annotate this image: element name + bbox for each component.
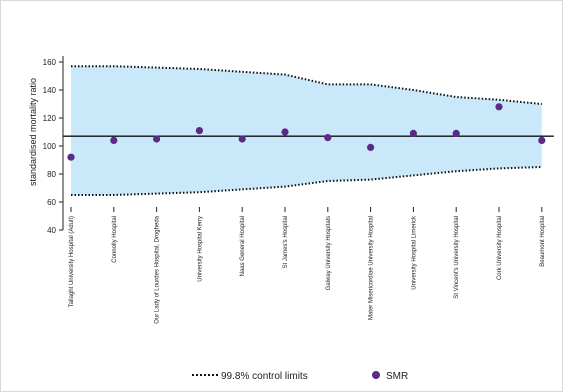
smr-point — [110, 136, 118, 144]
y-tick-label: 40 — [47, 226, 56, 235]
category-label: Cork University Hospital — [497, 216, 503, 280]
smr-point — [281, 128, 289, 136]
y-tick-label: 100 — [43, 142, 57, 151]
category-label: Tallaght University Hospital (Adult) — [69, 216, 75, 307]
smr-point — [538, 136, 546, 144]
legend-limits-label: 99.8% control limits — [221, 371, 308, 382]
y-tick-label: 140 — [43, 86, 57, 95]
smr-point — [67, 153, 75, 161]
category-label: Naas General Hospital — [240, 216, 246, 276]
legend-smr-swatch — [372, 371, 380, 379]
control-band — [71, 66, 542, 195]
legend-smr-label: SMR — [386, 371, 408, 382]
upper-control-limit — [71, 65, 542, 105]
label-layer: Tallaght University Hospital (Adult) Conn… — [69, 215, 546, 324]
smr-point — [153, 135, 161, 143]
y-tick-label: 160 — [43, 58, 57, 67]
lower-control-limit — [71, 166, 542, 196]
line-layer — [63, 65, 554, 196]
axis-layer: 40 60 80 100 120 140 160 — [43, 56, 543, 235]
point-layer — [67, 103, 546, 161]
category-label: Our Lady of Lourdes Hospital, Drogheda — [155, 215, 161, 323]
category-label: Beaumont Hospital — [540, 216, 546, 267]
control-band-layer — [71, 66, 542, 195]
category-label: Mater Misericordiae University Hospital — [369, 216, 375, 320]
category-label: Galway University Hospitals — [326, 216, 332, 290]
smr-point — [452, 129, 460, 137]
smr-point — [367, 143, 375, 151]
smr-point — [409, 129, 417, 137]
smr-point — [495, 103, 503, 111]
category-label: University Hospital Kerry — [197, 216, 203, 282]
y-tick-label: 60 — [47, 198, 56, 207]
smr-point — [195, 127, 203, 135]
legend: 99.8% control limits SMR — [192, 371, 408, 382]
category-label: University Hospital Limerick — [411, 215, 417, 290]
smr-point — [324, 134, 332, 142]
y-tick-label: 80 — [47, 170, 56, 179]
category-label: St James's Hospital — [283, 216, 289, 269]
category-label: Connolly Hospital — [112, 216, 118, 263]
category-label: St Vincent's University Hospital — [454, 216, 460, 299]
y-tick-label: 120 — [43, 114, 57, 123]
y-axis-title: standardised mortality ratio — [28, 78, 38, 186]
smr-point — [238, 135, 246, 143]
